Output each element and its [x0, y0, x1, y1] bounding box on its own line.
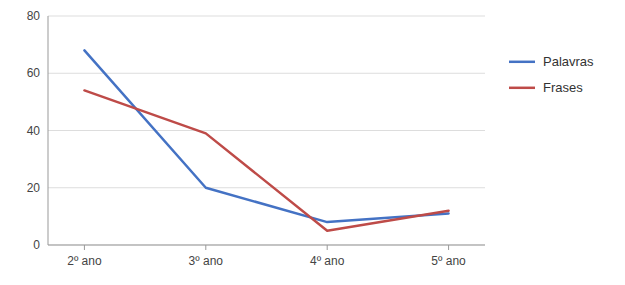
- grid-line: [48, 130, 485, 131]
- x-tick-label: 2º ano: [67, 254, 102, 268]
- legend-swatch: [509, 87, 535, 90]
- y-axis: [48, 16, 49, 245]
- x-tick: [327, 245, 328, 250]
- x-tick: [84, 245, 85, 250]
- x-tick-label: 3º ano: [189, 254, 224, 268]
- grid-line: [48, 73, 485, 74]
- y-tick-label: 20: [27, 181, 41, 195]
- x-tick: [205, 245, 206, 250]
- line-series: [84, 90, 448, 230]
- chart: 0 20 40 60 80 2º ano 3º ano 4º ano 5º ano Palavra…: [0, 0, 625, 285]
- legend-label: Frases: [543, 80, 583, 95]
- y-tick-label: 80: [27, 9, 41, 23]
- grid-line: [48, 16, 485, 17]
- line-series: [84, 50, 448, 222]
- legend-swatch: [509, 61, 535, 64]
- grid-line: [48, 187, 485, 188]
- y-tick-label: 60: [27, 66, 41, 80]
- y-tick-label: 40: [27, 124, 41, 138]
- grid-line: [48, 245, 485, 246]
- x-tick-label: 5º ano: [431, 254, 466, 268]
- legend-label: Palavras: [543, 54, 594, 69]
- plot-area: [84, 50, 448, 230]
- x-tick-label: 4º ano: [310, 254, 345, 268]
- y-tick-label: 0: [33, 238, 40, 252]
- x-tick: [448, 245, 449, 250]
- x-axis: [48, 245, 485, 246]
